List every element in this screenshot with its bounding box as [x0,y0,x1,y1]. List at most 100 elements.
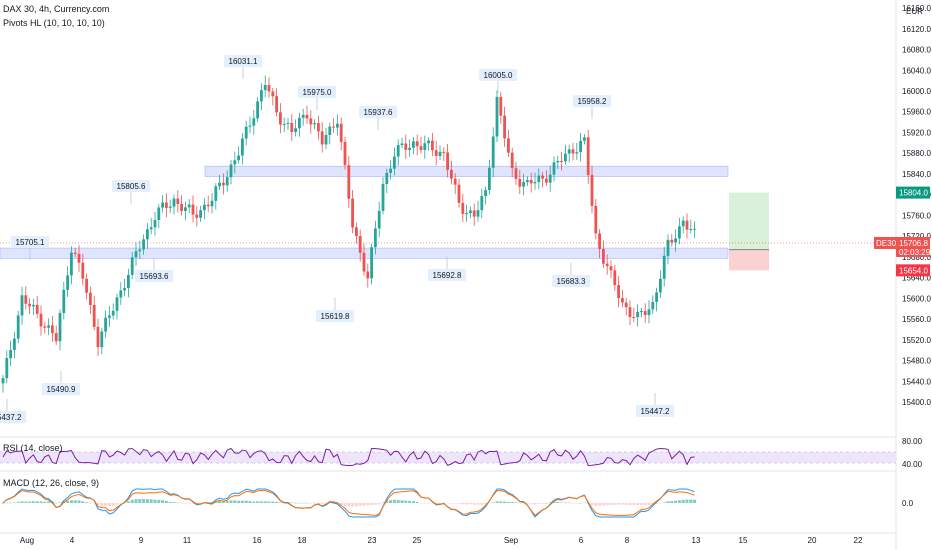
price-tick-label: 15560.0 [902,315,931,324]
macd-legend[interactable]: MACD (12, 26, close, 9) [3,478,99,488]
pivot-label-box [223,55,263,67]
macd-histogram-bar [404,500,408,503]
macd-histogram-bar [66,500,70,503]
macd-histogram-bar [77,500,81,503]
signal-line [2,490,695,516]
candle-body [647,309,651,316]
candle-body [286,122,290,124]
candle-body [9,349,12,359]
symbol-legend[interactable]: DAX 30, 4h, Currency.com [3,4,109,14]
candle-body [552,162,556,175]
macd-histogram-bar [362,503,366,506]
macd-histogram-bar [366,503,370,506]
macd-histogram-bar [419,503,423,504]
macd-histogram-bar [582,502,586,504]
price-tick-label: 16000.0 [902,87,931,96]
macd-histogram-bar [191,503,195,504]
macd-histogram-bar [271,501,275,503]
take-profit-area [729,192,769,250]
candle-body [370,247,373,279]
candle-body [187,204,191,208]
candle-body [484,189,487,197]
macd-histogram-bar [294,502,298,504]
macd-histogram-bar [533,503,537,505]
pivot-label: 15619.8 [321,312,350,321]
stop-loss-tag-bg [896,264,930,277]
countdown-tag: 02:03:29 [899,248,931,257]
candle-body [111,310,115,316]
macd-histogram-bar [506,501,510,503]
time-tick-label: 6 [579,536,584,545]
candle-body [476,210,480,217]
macd-histogram-bar [161,500,165,503]
candle-body [632,317,636,319]
macd-histogram-bar [510,502,514,503]
macd-histogram-bar [100,503,104,506]
candle-body [260,90,263,102]
candle-body [347,165,351,199]
macd-histogram-bar [275,501,279,503]
candle-body [659,278,662,293]
macd-histogram-bar [601,503,605,506]
macd-histogram-bar [328,503,332,504]
candle-body [594,205,598,234]
candle-body [681,220,685,227]
macd-histogram-bar [529,503,533,504]
time-tick-label: 18 [298,536,307,545]
candle-body [643,311,647,316]
pivot-label-box [427,269,467,281]
candle-body [408,147,411,150]
pivot-label: 15975.0 [303,88,332,97]
candle-body [358,236,362,253]
price-tick-label: 15640.0 [902,274,931,283]
candle-body [298,117,301,129]
macd-histogram-bar [411,501,415,503]
candle-body [309,118,313,125]
price-tick-label: 15400.0 [902,398,931,407]
candle-body [442,151,446,153]
candle-body [222,182,225,186]
macd-histogram-bar [396,499,400,503]
macd-histogram-bar [47,501,51,503]
candle-body [377,210,381,229]
pivot-label-box [478,69,518,81]
candle-body [400,143,404,146]
macd-histogram-bar [677,500,681,503]
candle-body [225,177,229,186]
candle-body [666,239,670,256]
currency-label: EUR [906,7,923,16]
macd-histogram-bar [142,499,146,503]
macd-histogram-bar [613,503,617,505]
candle-body [51,325,54,334]
candle-body [305,114,309,119]
macd-histogram-bar [590,503,594,506]
candle-body [545,178,548,183]
candle-body [1,378,5,384]
candle-body [583,137,586,141]
macd-histogram-bar [632,503,636,506]
macd-histogram-bar [609,503,613,505]
candle-body [96,326,100,348]
macd-histogram-bar [571,503,575,504]
candle-body [590,175,594,206]
pivot-label-box [635,405,675,417]
indicator-legend[interactable]: Pivots HL (10, 10, 10, 10) [3,18,105,28]
macd-histogram-bar [674,500,678,503]
candle-body [412,141,415,148]
candle-body [279,112,282,125]
macd-histogram-bar [514,502,518,503]
candle-body [172,198,176,207]
candle-body [693,228,696,230]
time-tick-label: 11 [183,536,192,545]
price-tick-label: 15720.0 [902,232,931,241]
macd-histogram-bar [229,500,233,503]
candle-body [374,228,377,248]
current-symbol-tag: DE30 [876,239,897,248]
macd-histogram-bar [39,501,43,503]
macd-histogram-bar [636,503,640,505]
current-price-tag: 15706.8 [899,239,928,248]
rsi-legend[interactable]: RSI (14, close) [3,443,63,453]
candle-body [138,249,142,252]
